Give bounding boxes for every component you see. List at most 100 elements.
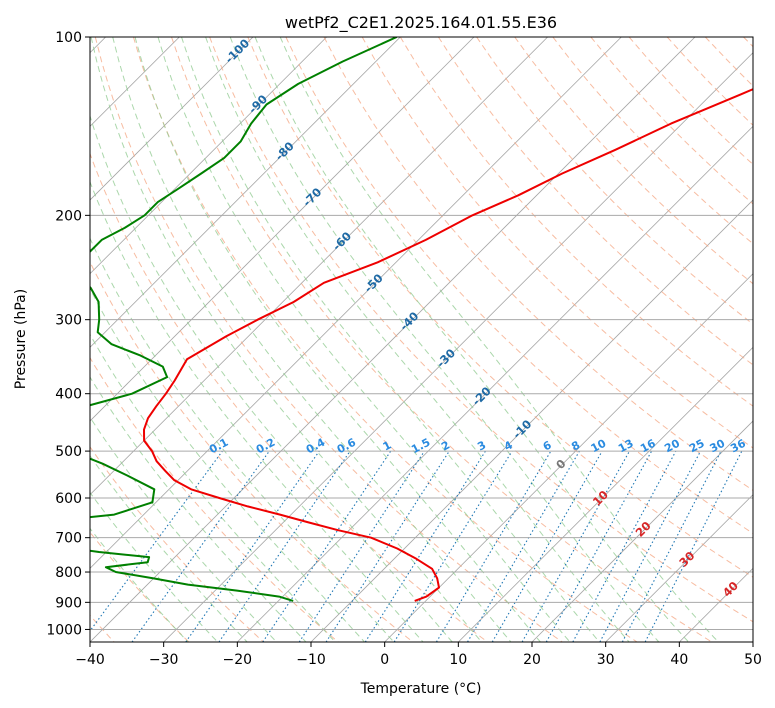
moist-adiabat-line <box>90 37 482 642</box>
isotherm-label: 0 <box>553 456 569 472</box>
moist-adiabat-line <box>90 237 395 642</box>
isotherm-label: -70 <box>300 185 325 210</box>
x-tick-label: 50 <box>744 652 762 668</box>
isotherm-label: -40 <box>397 309 422 334</box>
y-tick-label: 500 <box>55 444 82 460</box>
moist-adiabat-line <box>205 37 630 642</box>
x-tick-label: −20 <box>223 652 253 668</box>
y-tick-label: 900 <box>55 595 82 611</box>
isotherm-label: -80 <box>272 139 297 164</box>
dry-adiabat-line <box>247 37 753 578</box>
dry-adiabat-line <box>90 356 339 642</box>
mixing-ratio-label: 36 <box>728 437 748 456</box>
moist-adiabat-line <box>90 287 365 642</box>
dry-adiabat-line <box>90 446 264 642</box>
dry-adiabat-line <box>704 37 753 87</box>
dry-adiabat-line <box>285 37 753 535</box>
isotherm-label: -100 <box>222 36 252 66</box>
moist-adiabat-line <box>90 491 218 642</box>
isotherm-line <box>90 37 622 569</box>
mixing-ratio-label: 0.1 <box>207 436 230 457</box>
mixing-ratio-label: 16 <box>638 437 658 456</box>
y-tick-label: 700 <box>55 531 82 547</box>
dry-adiabat-line <box>590 37 753 205</box>
dry-adiabat-line <box>743 37 753 48</box>
dry-adiabat-line <box>323 37 753 491</box>
isotherm-line <box>90 37 475 422</box>
isotherm-line <box>237 125 753 642</box>
x-tick-label: −10 <box>296 652 326 668</box>
isotherm-label: -30 <box>434 346 459 371</box>
dry-adiabat-line <box>666 37 753 126</box>
mixing-ratio-label: 30 <box>708 437 728 456</box>
y-tick-label: 1000 <box>46 622 82 638</box>
mixing-ratio-label: 25 <box>687 437 707 456</box>
x-tick-label: 10 <box>449 652 467 668</box>
mixing-ratio-line <box>185 450 320 642</box>
x-tick-label: 30 <box>597 652 615 668</box>
mixing-ratio-line <box>599 450 702 642</box>
mixing-ratio-label: 0.2 <box>254 436 277 457</box>
isotherm-label: -60 <box>330 229 355 254</box>
isotherm-label: 40 <box>720 579 741 600</box>
dry-adiabat-line <box>437 37 753 366</box>
isotherm-line <box>531 420 753 642</box>
pressure-grid <box>90 37 753 630</box>
mixing-ratio-line <box>262 450 392 642</box>
mixing-ratio-line <box>572 450 677 642</box>
moist-adiabat-line <box>90 376 307 642</box>
mixing-ratio-label: 0.4 <box>304 436 328 457</box>
chart-title: wetPf2_C2E1.2025.164.01.55.E36 <box>285 13 557 33</box>
moist-adiabat-line <box>90 114 453 642</box>
moist-adiabat-line <box>90 416 277 642</box>
isotherm-line <box>90 37 401 348</box>
y-tick-label: 100 <box>55 30 82 46</box>
isotherm-line <box>90 37 696 642</box>
dry-adiabat-line <box>90 152 488 642</box>
profile-lines <box>90 37 753 602</box>
mixing-ratio-line <box>435 450 552 642</box>
y-tick-label: 600 <box>55 491 82 507</box>
isotherm-line <box>752 641 753 642</box>
x-tick-label: 20 <box>523 652 541 668</box>
mixing-ratio-label: 1.5 <box>409 436 432 457</box>
mixing-ratio-line <box>491 450 603 642</box>
dry-adiabat-line <box>132 37 638 642</box>
isotherm-line <box>458 346 753 642</box>
moist-adiabat-line <box>134 37 541 642</box>
background-lines <box>90 37 753 642</box>
temperature-line <box>143 88 753 602</box>
moist-adiabat-line <box>90 180 424 642</box>
moist-adiabat-line <box>254 37 689 642</box>
isotherm-label: -90 <box>246 92 271 117</box>
mixing-ratio-line <box>644 450 743 642</box>
isotherm-line <box>384 273 753 642</box>
mixing-ratio-line <box>393 450 513 642</box>
moist-adiabat-line <box>229 37 660 642</box>
x-axis: −40 −30 −20 −10 0 10 20 30 40 50 <box>75 642 762 668</box>
dry-adiabat-line <box>171 37 712 642</box>
dry-adiabat-line <box>476 37 753 325</box>
isotherm-line <box>90 37 548 496</box>
dry-adiabat-line <box>94 37 563 642</box>
y-tick-label: 300 <box>55 313 82 329</box>
isotherm-label: 20 <box>633 519 654 540</box>
mixing-ratio-line <box>521 450 630 642</box>
moist-adiabat-line <box>279 37 719 642</box>
isotherm-line <box>163 52 753 642</box>
mixing-ratio-line <box>218 450 351 642</box>
dewpoint-line <box>90 37 398 602</box>
x-tick-label: −30 <box>149 652 179 668</box>
moist-adiabat-line <box>181 37 600 642</box>
x-tick-label: 0 <box>380 652 389 668</box>
moist-adiabat-line <box>90 527 189 642</box>
mixing-ratio-line <box>90 450 223 632</box>
mixing-ratio-line <box>467 450 580 642</box>
isotherm-line <box>310 199 753 642</box>
y-tick-label: 200 <box>55 208 82 224</box>
mixing-ratio-line <box>545 450 653 642</box>
dry-adiabat-line <box>90 260 414 642</box>
mixing-ratio-label: 20 <box>662 436 682 455</box>
x-tick-label: −40 <box>75 652 105 668</box>
